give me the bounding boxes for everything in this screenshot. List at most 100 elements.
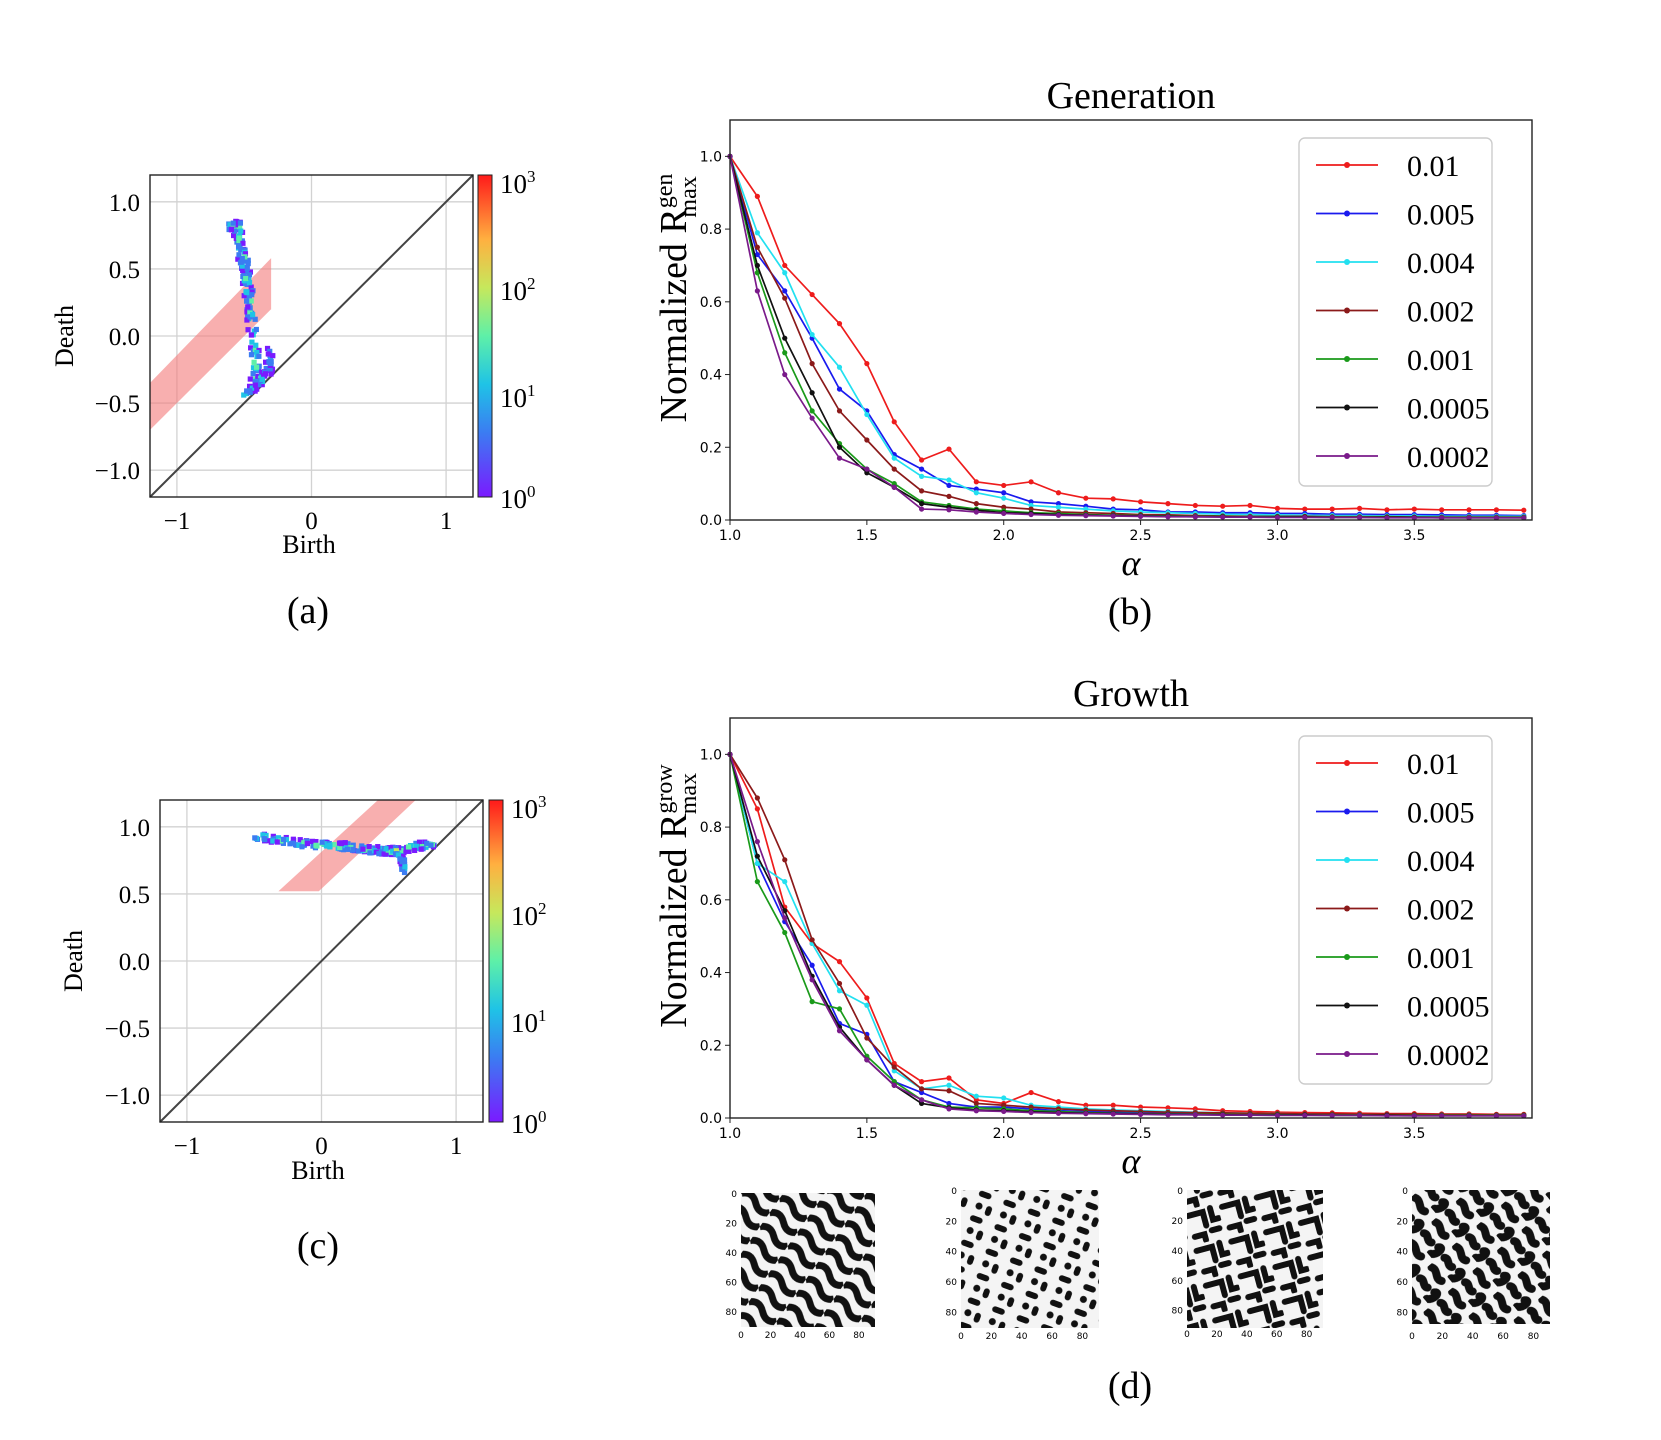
density-point xyxy=(242,251,249,257)
data-point xyxy=(1055,1099,1062,1105)
density-point xyxy=(299,844,305,850)
density-point xyxy=(248,298,254,304)
data-point xyxy=(1001,490,1007,496)
diagonal-line xyxy=(159,799,484,1123)
thumbnail-tick-label: 80 xyxy=(1301,1330,1313,1340)
data-point xyxy=(1220,514,1226,520)
density-point xyxy=(379,851,385,857)
data-point xyxy=(836,959,843,965)
x-tick-label: −1 xyxy=(174,1133,201,1160)
y-tick-label: 0.0 xyxy=(109,324,140,351)
legend-marker xyxy=(1344,954,1350,960)
density-point xyxy=(236,235,242,241)
data-point xyxy=(1521,507,1527,513)
density-point xyxy=(228,227,234,233)
legend: 0.01 0.005 0.004 0.002 0.001 0.0005 0.0002 xyxy=(1298,735,1493,1085)
data-point xyxy=(1083,495,1089,501)
density-point xyxy=(244,290,250,296)
density-point xyxy=(246,280,253,286)
colorbar-tick-labels: 103 102 101 100 xyxy=(511,792,547,1139)
density-point xyxy=(416,839,423,845)
y-tick-label: 0.4 xyxy=(700,966,722,982)
y-tick-label: 0.0 xyxy=(119,949,150,976)
data-point xyxy=(836,980,843,987)
x-tick-label: 2.0 xyxy=(993,1126,1015,1142)
data-point xyxy=(1165,514,1171,520)
legend-item: 0.01 xyxy=(1316,150,1460,183)
thumbnail-tick-label: 60 xyxy=(1397,1278,1409,1288)
density-point xyxy=(252,346,258,353)
density-point xyxy=(283,837,290,843)
data-point xyxy=(1165,1105,1171,1111)
x-tick-label: 1.0 xyxy=(719,1126,741,1142)
thumbnail-tick-label: 60 xyxy=(1172,1277,1184,1287)
density-point xyxy=(367,850,373,856)
diagonal-line xyxy=(149,174,474,498)
density-points xyxy=(252,831,437,876)
data-point xyxy=(809,937,815,943)
density-point xyxy=(238,259,244,265)
density-point xyxy=(248,332,254,338)
density-point xyxy=(230,232,237,239)
data-point xyxy=(782,915,788,921)
data-point xyxy=(1137,499,1144,505)
density-point xyxy=(248,352,255,358)
density-point xyxy=(331,842,337,848)
density-point xyxy=(397,856,403,862)
thumbnail-tick-label: 20 xyxy=(765,1331,777,1341)
series-0.0002 xyxy=(727,153,1527,521)
data-point xyxy=(836,988,843,994)
data-point xyxy=(973,501,979,507)
legend-marker xyxy=(1344,356,1350,362)
x-tick-labels: −1 0 1 xyxy=(164,508,453,535)
data-point xyxy=(891,1064,897,1070)
density-point xyxy=(238,247,244,253)
colorbar-tick: 101 xyxy=(500,381,536,413)
data-point xyxy=(919,1086,925,1092)
density-point xyxy=(413,840,419,846)
y-tick-labels: 0.0 0.2 0.4 0.6 0.8 1.0 xyxy=(700,149,730,529)
colorbar-tick-labels: 103 102 101 100 xyxy=(500,167,536,514)
thumbnail-tick-label: 80 xyxy=(853,1331,865,1341)
thumbnail-tick-label: 0 xyxy=(738,1331,744,1341)
density-point xyxy=(259,376,265,382)
data-point xyxy=(1028,1104,1034,1110)
density-point xyxy=(255,373,261,379)
thumbnail-tick-label: 60 xyxy=(1046,1332,1058,1342)
x-axis-label: Birth xyxy=(291,1156,344,1185)
legend: 0.01 0.005 0.004 0.002 0.001 0.0005 0.0002 xyxy=(1298,137,1493,487)
data-point xyxy=(809,291,815,298)
legend-label: 0.01 xyxy=(1407,150,1460,183)
y-axis-label: Normalized Rgenmax xyxy=(652,174,702,423)
density-point xyxy=(350,846,356,853)
thumbnail-tick-label: 20 xyxy=(1397,1217,1409,1227)
y-tick-label: −1.0 xyxy=(105,1083,150,1110)
y-tick-label: 0.6 xyxy=(700,295,722,311)
x-tick-label: 2.0 xyxy=(993,528,1015,544)
data-point xyxy=(754,288,760,294)
density-point xyxy=(401,850,407,856)
density-point xyxy=(290,840,296,846)
density-point xyxy=(266,838,272,844)
data-point xyxy=(864,1035,870,1041)
density-point xyxy=(360,846,366,852)
data-point xyxy=(1411,506,1417,512)
data-point xyxy=(1083,1102,1089,1108)
y-tick-label: 0.8 xyxy=(700,820,722,836)
legend-marker xyxy=(1344,307,1350,314)
series-line xyxy=(729,753,1524,1116)
density-point xyxy=(250,312,256,318)
data-point xyxy=(973,490,979,496)
density-point xyxy=(301,840,307,846)
data-point xyxy=(1192,1112,1198,1118)
density-point xyxy=(395,852,402,858)
data-point xyxy=(809,361,815,367)
density-point xyxy=(256,353,262,359)
x-tick-label: 3.0 xyxy=(1266,528,1288,544)
x-tick-label: 1 xyxy=(450,1133,463,1160)
legend-item: 0.01 xyxy=(1316,748,1460,781)
y-tick-label: 0.5 xyxy=(119,882,150,909)
y-tick-label: −1.0 xyxy=(95,458,140,485)
data-point xyxy=(1411,515,1417,521)
thumbnail-tick-label: 40 xyxy=(1241,1330,1253,1340)
